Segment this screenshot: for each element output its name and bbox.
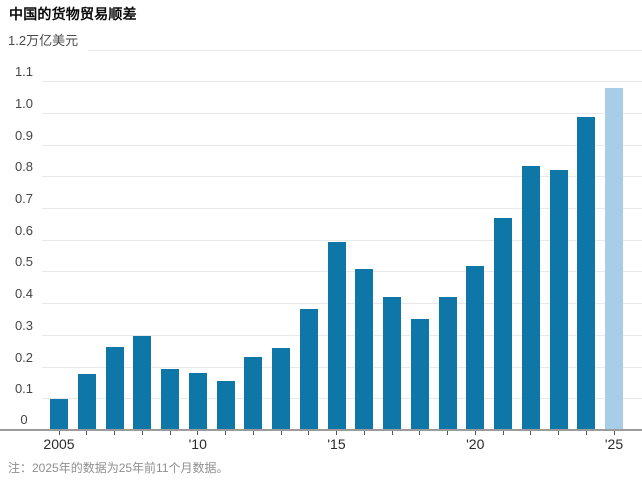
- x-tick-2019: [447, 431, 448, 436]
- bar-2006: [77, 374, 96, 430]
- x-tick-2018: [419, 431, 421, 436]
- y-gridline: [42, 81, 642, 83]
- x-tick-2025: [613, 431, 615, 436]
- x-tick-2009: [169, 431, 171, 436]
- y-gridline: [42, 176, 642, 178]
- bar-2018: [410, 319, 429, 430]
- x-tick-2021: [502, 431, 504, 436]
- y-tick-label: 0.7: [14, 191, 34, 206]
- y-tick-label: 0.4: [14, 286, 34, 302]
- x-tick-2010: [197, 431, 199, 436]
- x-tick-2024: [585, 431, 587, 436]
- y-gridline-top: [88, 49, 642, 51]
- x-tick-label: '25: [604, 436, 624, 452]
- y-tick-label: 1.1: [14, 64, 34, 80]
- y-tick-label: 0.3: [14, 317, 34, 333]
- bar-2009: [161, 368, 179, 430]
- bar-2013: [272, 348, 290, 430]
- x-tick-2007: [114, 431, 115, 436]
- y-gridline: [42, 208, 642, 209]
- x-tick-2008: [141, 431, 143, 436]
- x-tick-2023: [558, 431, 559, 436]
- y-tick-label: 0.5: [14, 254, 34, 270]
- bar-2021: [494, 218, 512, 430]
- bar-2025: [605, 88, 623, 430]
- y-gridline: [42, 239, 642, 241]
- x-tick-label: '10: [188, 436, 207, 452]
- x-tick-2022: [530, 431, 532, 436]
- x-axis-line: [0, 429, 642, 431]
- bar-2017: [383, 297, 401, 430]
- y-gridline: [42, 112, 642, 114]
- bar-2015: [327, 242, 346, 430]
- x-tick-2006: [86, 431, 88, 436]
- y-tick-label: 0.2: [14, 349, 34, 365]
- bar-2005: [50, 398, 68, 430]
- x-tick-2012: [252, 431, 254, 436]
- y-tick-label-zero: 0: [20, 411, 28, 427]
- bar-2012: [244, 357, 263, 430]
- x-tick-2020: [474, 431, 476, 436]
- x-tick-2005: [58, 431, 60, 436]
- x-tick-2011: [225, 431, 226, 436]
- chart-title: 中国的货物贸易顺差: [9, 6, 137, 22]
- x-tick-label: '15: [327, 436, 346, 452]
- y-tick-label: 0.8: [14, 159, 34, 175]
- y-axis-unit-label: 1.2万亿美元: [8, 33, 79, 48]
- bar-2014: [299, 308, 318, 430]
- bar-2020: [466, 265, 485, 430]
- y-tick-label: 0.6: [14, 222, 34, 238]
- y-tick-label: 1.0: [14, 95, 34, 111]
- bar-2011: [216, 381, 235, 430]
- bar-2024: [577, 116, 596, 430]
- y-tick-label: 0.9: [14, 127, 34, 143]
- bar-2019: [438, 296, 457, 430]
- chart-footnote: 注：2025年的数据为25年前11个月数据。: [8, 461, 229, 475]
- bar-2010: [188, 373, 207, 430]
- x-tick-2015: [336, 431, 337, 436]
- x-tick-label: '20: [466, 436, 485, 452]
- x-tick-2014: [308, 431, 310, 436]
- bar-2016: [355, 268, 374, 430]
- x-tick-2013: [280, 431, 282, 436]
- bar-2008: [133, 336, 152, 430]
- x-tick-2016: [363, 431, 365, 436]
- x-tick-label: 2005: [43, 436, 75, 452]
- y-tick-label: 0.1: [14, 381, 34, 397]
- bar-2023: [549, 170, 568, 430]
- bar-2007: [105, 346, 124, 430]
- y-gridline: [42, 144, 642, 146]
- bar-2022: [521, 165, 540, 430]
- x-tick-2017: [391, 431, 393, 436]
